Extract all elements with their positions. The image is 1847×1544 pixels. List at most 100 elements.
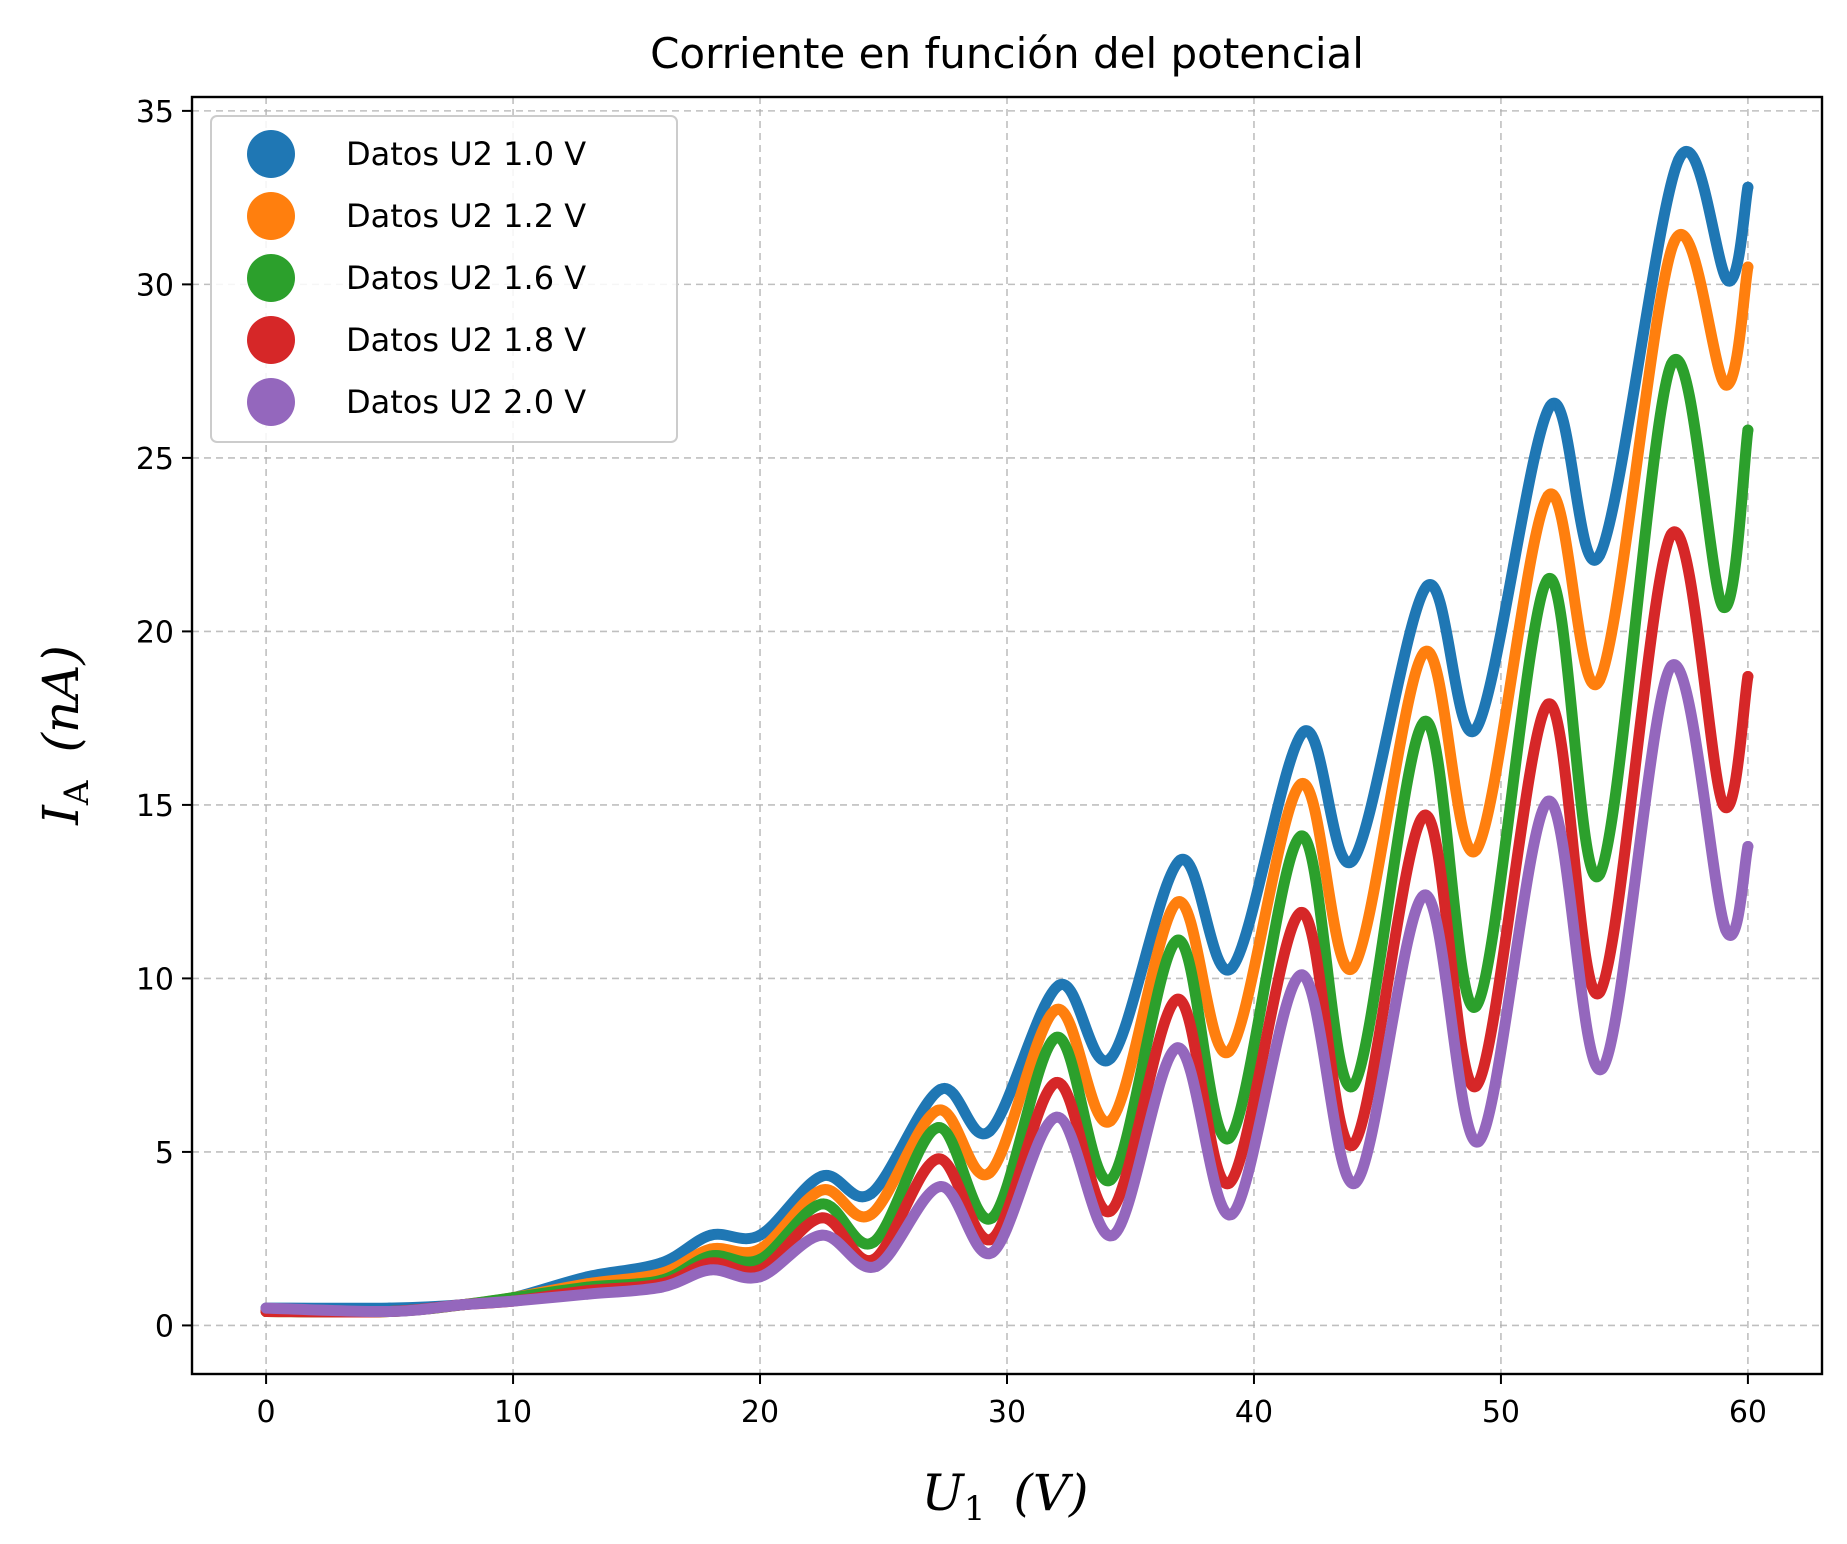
data-point [1542,490,1554,502]
y-tick-label: 0 [155,1309,174,1344]
data-point [1223,1132,1235,1144]
data-point [1470,723,1482,735]
data-point [581,1288,593,1300]
data-point [1105,1205,1117,1217]
data-point [1596,1063,1608,1075]
data-point [655,1257,667,1269]
data-point [1665,358,1677,370]
data-point [1171,896,1183,908]
y-tick-label: 15 [136,789,174,824]
data-point [655,1281,667,1293]
data-point [458,1299,470,1311]
data-point [1542,698,1554,710]
data-point [1347,962,1359,974]
data-point [384,1306,396,1318]
data-point [1347,1080,1359,1092]
data-point [1171,934,1183,946]
data-point [1542,573,1554,585]
data-point [1105,1115,1117,1127]
data-point [754,1229,766,1241]
chart-title: Corriente en función del potencial [650,29,1364,78]
data-point [984,1125,996,1137]
data-point [1717,601,1729,613]
y-axis: 0 5 10 15 20 25 30 35 [136,95,192,1344]
series-datos-u2-1-2-v [260,229,1754,1318]
data-point [1050,1031,1062,1043]
y-tick-label: 35 [136,95,174,130]
data-point [1050,1004,1062,1016]
data-point [1717,799,1729,811]
data-point [1418,809,1430,821]
data-point [260,1302,272,1314]
data-point [932,1104,944,1116]
y-tick-label: 30 [136,268,174,303]
legend-marker [247,378,295,426]
data-point [1665,528,1677,540]
data-point [1742,181,1754,193]
data-point [984,1167,996,1179]
data-point [1742,261,1754,273]
data-point [1418,889,1430,901]
data-point [1742,841,1754,853]
data-point [1594,868,1606,880]
data-point [816,1212,828,1224]
y-axis-label-sub: A [57,780,97,806]
y-axis-label-main: I [32,804,90,826]
data-point [1665,660,1677,672]
legend-box [210,115,678,443]
data-point [1223,1045,1235,1057]
data-point [1223,1177,1235,1189]
plot-series [260,145,1754,1318]
data-point [1470,1080,1482,1092]
data-point [816,1170,828,1182]
data-point [1171,993,1183,1005]
legend-marker [247,130,295,178]
data-point [1105,1174,1117,1186]
data-point [1473,1136,1485,1148]
x-axis-label-sub: 1 [964,1489,986,1529]
series-line [260,229,1754,1318]
legend-label: Datos U2 1.0 V [346,135,586,173]
data-point [1347,1139,1359,1151]
x-axis: 0 10 20 30 40 50 60 [257,1374,1767,1430]
data-point [934,1181,946,1193]
data-point [932,1122,944,1134]
data-point [1542,795,1554,807]
data-point [1418,716,1430,728]
data-point [816,1184,828,1196]
series-line [260,145,1754,1314]
data-point [1295,969,1307,981]
data-point [1742,671,1754,683]
x-tick-label: 30 [988,1395,1026,1430]
data-point [1742,424,1754,436]
data-point [1544,400,1556,412]
data-point [1720,924,1732,936]
data-point [507,1295,519,1307]
y-axis-label: IA (nA) [32,645,97,826]
data-point [1594,549,1606,561]
x-tick-label: 0 [257,1395,276,1430]
data-point [1226,962,1238,974]
x-axis-label-unit: (V) [1013,1464,1088,1522]
x-tick-label: 40 [1235,1395,1273,1430]
legend-label: Datos U2 1.8 V [346,321,586,359]
data-point [865,1208,877,1220]
data-point [865,1188,877,1200]
data-point [986,1247,998,1259]
legend-label: Datos U2 2.0 V [346,383,586,421]
data-point [934,1083,946,1095]
data-point [1053,979,1065,991]
legend: Datos U2 1.0 V Datos U2 1.2 V Datos U2 1.6… [210,115,678,443]
data-point [705,1229,717,1241]
data-point [1295,830,1307,842]
data-point [1722,275,1734,287]
legend-label: Datos U2 1.6 V [346,259,586,297]
data-point [1297,726,1309,738]
data-point [986,1212,998,1224]
data-point [1421,580,1433,592]
data-point [816,1198,828,1210]
data-point [1050,1077,1062,1089]
data-point [705,1264,717,1276]
series-line [260,659,1754,1318]
